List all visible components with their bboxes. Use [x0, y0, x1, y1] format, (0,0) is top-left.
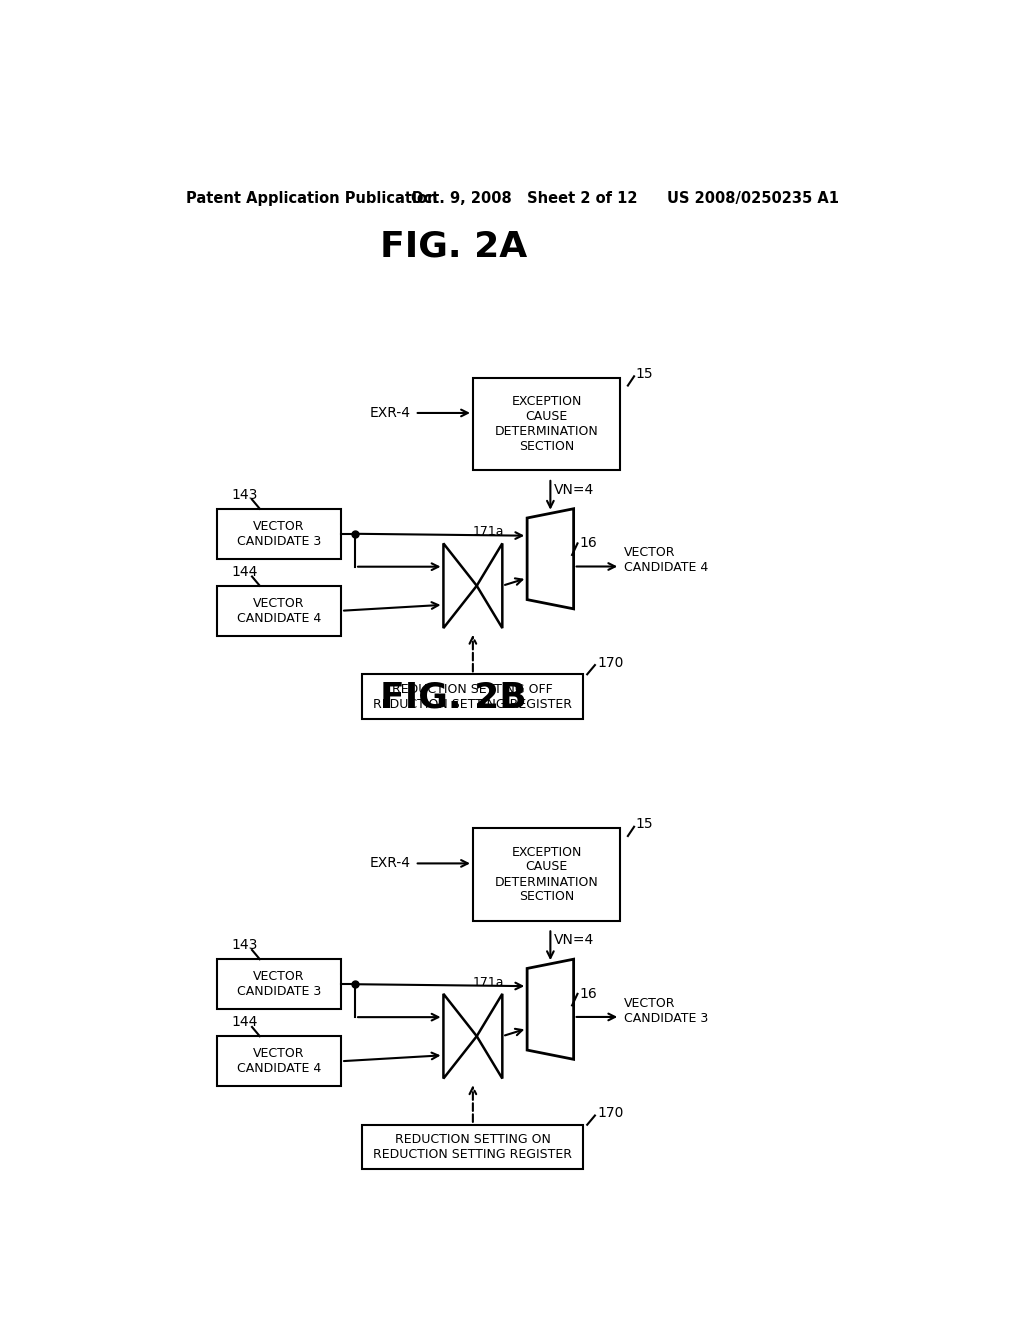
Text: 143: 143 [231, 939, 257, 952]
Text: REDUCTION SETTING ON
REDUCTION SETTING REGISTER: REDUCTION SETTING ON REDUCTION SETTING R… [374, 1133, 572, 1162]
Text: VECTOR
CANDIDATE 4: VECTOR CANDIDATE 4 [237, 1047, 322, 1076]
Text: 16: 16 [580, 987, 598, 1001]
Bar [473, 829, 621, 921]
Text: 170: 170 [597, 656, 624, 669]
Bar [362, 1125, 584, 1170]
Bar [217, 586, 341, 636]
Text: 144: 144 [231, 565, 257, 579]
Text: 171a: 171a [473, 525, 504, 539]
Text: 16: 16 [580, 536, 598, 550]
Text: 15: 15 [636, 367, 653, 381]
Bar [473, 378, 621, 470]
Bar [217, 960, 341, 1010]
Text: FIG. 2A: FIG. 2A [380, 230, 527, 264]
Text: EXCEPTION
CAUSE
DETERMINATION
SECTION: EXCEPTION CAUSE DETERMINATION SECTION [495, 395, 598, 453]
Text: EXR-4: EXR-4 [370, 407, 411, 420]
Text: FIG. 2B: FIG. 2B [380, 680, 527, 714]
Text: 171a: 171a [473, 975, 504, 989]
Text: 170: 170 [597, 1106, 624, 1121]
Text: Oct. 9, 2008   Sheet 2 of 12: Oct. 9, 2008 Sheet 2 of 12 [411, 191, 637, 206]
Text: VECTOR
CANDIDATE 3: VECTOR CANDIDATE 3 [237, 970, 322, 998]
Text: VECTOR
CANDIDATE 3: VECTOR CANDIDATE 3 [624, 997, 709, 1024]
Bar [217, 1036, 341, 1086]
Text: VECTOR
CANDIDATE 4: VECTOR CANDIDATE 4 [624, 546, 709, 574]
Text: 143: 143 [231, 488, 257, 502]
Bar [362, 675, 584, 719]
Bar [217, 508, 341, 558]
Text: EXCEPTION
CAUSE
DETERMINATION
SECTION: EXCEPTION CAUSE DETERMINATION SECTION [495, 846, 598, 903]
Text: VECTOR
CANDIDATE 4: VECTOR CANDIDATE 4 [237, 597, 322, 624]
Text: VECTOR
CANDIDATE 3: VECTOR CANDIDATE 3 [237, 520, 322, 548]
Text: REDUCTION SETTING OFF
REDUCTION SETTING REGISTER: REDUCTION SETTING OFF REDUCTION SETTING … [374, 682, 572, 710]
Text: VN=4: VN=4 [554, 933, 595, 946]
Text: US 2008/0250235 A1: US 2008/0250235 A1 [667, 191, 839, 206]
Text: EXR-4: EXR-4 [370, 857, 411, 870]
Text: 144: 144 [231, 1015, 257, 1030]
Text: VN=4: VN=4 [554, 483, 595, 496]
Text: Patent Application Publication: Patent Application Publication [186, 191, 437, 206]
Text: 15: 15 [636, 817, 653, 832]
